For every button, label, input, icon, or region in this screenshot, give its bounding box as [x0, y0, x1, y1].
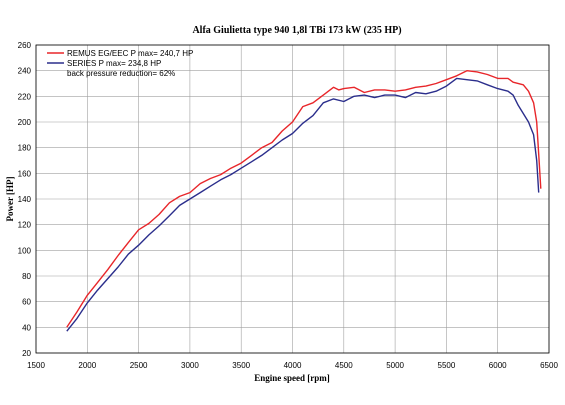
- series-line-series: [66, 77, 540, 332]
- y-tick-label: 20: [22, 349, 31, 358]
- x-tick-label: 6500: [540, 361, 558, 370]
- x-tick-label: 2000: [78, 361, 96, 370]
- plot-frame: [35, 44, 550, 354]
- chart-title: Alfa Giulietta type 940 1,8l TBi 173 kW …: [192, 25, 401, 36]
- x-tick-label: 6000: [489, 361, 507, 370]
- y-tick-label: 100: [18, 246, 32, 255]
- y-tick-label: 180: [18, 144, 32, 153]
- x-tick-label: 5500: [438, 361, 456, 370]
- legend: REMUS EG/EEC P max= 240,7 HP SERIES P ma…: [47, 49, 193, 78]
- y-tick-label: 240: [18, 67, 32, 76]
- y-tick-label: 80: [22, 272, 31, 281]
- y-tick-label: 160: [18, 169, 32, 178]
- y-tick-label: 40: [22, 323, 31, 332]
- y-tick-label: 120: [18, 221, 32, 230]
- y-tick-label: 140: [18, 195, 32, 204]
- series-layer: [66, 70, 542, 332]
- x-tick-label: 5000: [386, 361, 404, 370]
- legend-label-remus: REMUS EG/EEC P max= 240,7 HP: [67, 49, 193, 58]
- y-axis-label: Power [HP]: [5, 176, 15, 221]
- x-tick-label: 1500: [27, 361, 45, 370]
- y-tick-label: 60: [22, 298, 31, 307]
- x-tick-label: 3000: [181, 361, 199, 370]
- grid-layer: [35, 44, 550, 354]
- y-tick-label: 260: [18, 41, 32, 50]
- y-tick-label: 220: [18, 92, 32, 101]
- legend-label-series: SERIES P max= 234,8 HP: [67, 59, 161, 68]
- x-axis-label: Engine speed [rpm]: [254, 373, 330, 383]
- x-tick-label: 4500: [335, 361, 353, 370]
- tick-layer: 20 40 60 80 100 120 140 160 180 200 220 240 260 1500 2…: [18, 41, 559, 370]
- x-tick-label: 2500: [130, 361, 148, 370]
- legend-annotation: back pressure reduction= 62%: [67, 69, 175, 78]
- x-tick-label: 3500: [232, 361, 250, 370]
- x-tick-label: 4000: [284, 361, 302, 370]
- y-tick-label: 200: [18, 118, 32, 127]
- series-line-remus: [66, 70, 542, 328]
